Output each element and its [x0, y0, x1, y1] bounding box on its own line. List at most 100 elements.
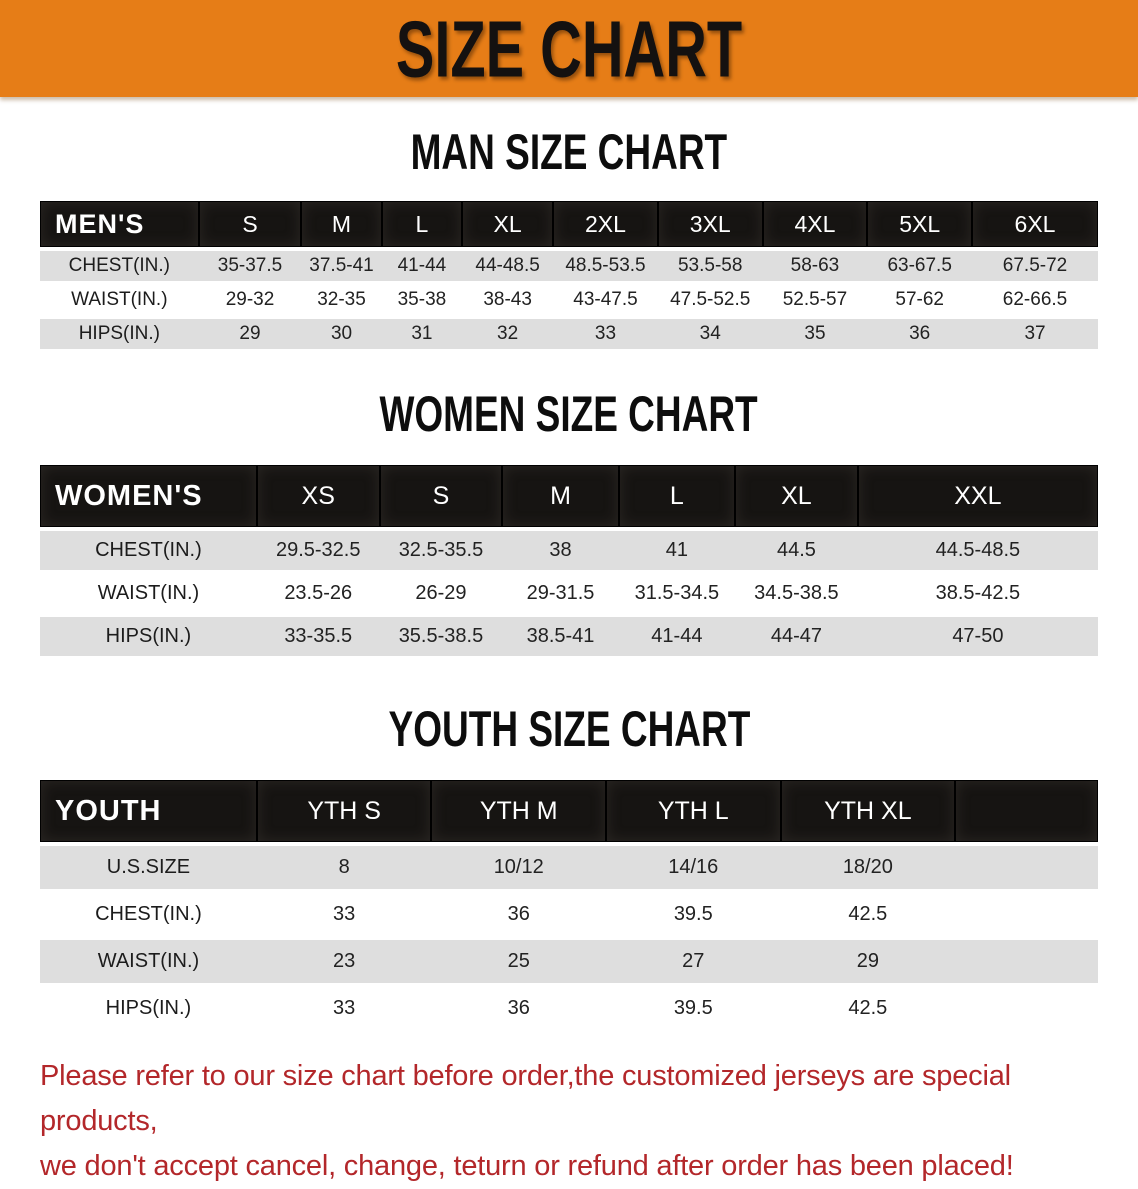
row-label: WAIST(IN.) — [40, 940, 257, 983]
table-row: HIPS(IN.) 29 30 31 32 33 34 35 36 37 — [40, 319, 1098, 349]
table-row: CHEST(IN.) 35-37.5 37.5-41 41-44 44-48.5 48.5… — [40, 251, 1098, 281]
cell-value: 23.5-26 — [256, 574, 380, 613]
cell-value: 41 — [618, 531, 736, 570]
cell-value: 29.5-32.5 — [256, 531, 380, 570]
table-header-label: YOUTH — [40, 780, 257, 842]
disclaimer-line-1: Please refer to our size chart before or… — [40, 1060, 1011, 1137]
cell-value: 29 — [198, 319, 302, 349]
cell-value: 29-32 — [198, 285, 302, 315]
table-row: CHEST(IN.) 29.5-32.5 32.5-35.5 38 41 44.5 44.5… — [40, 531, 1098, 570]
column-header: YTH M — [431, 780, 606, 842]
column-header: 3XL — [657, 201, 763, 247]
row-label: CHEST(IN.) — [40, 531, 257, 570]
column-header: XXL — [857, 465, 1098, 527]
cell-value: 63-67.5 — [867, 251, 973, 281]
cell-spacer — [955, 940, 1098, 983]
cell-value: 29-31.5 — [502, 574, 619, 613]
cell-value: 35 — [762, 319, 868, 349]
column-header: 6XL — [972, 201, 1098, 247]
column-header: XL — [735, 465, 858, 527]
table-row: WAIST(IN.) 23.5-26 26-29 29-31.5 31.5-34.5 34… — [40, 574, 1098, 613]
section-title-text: WOMEN SIZE CHART — [379, 386, 759, 442]
column-header: L — [381, 201, 463, 247]
cell-value: 53.5-58 — [657, 251, 763, 281]
size-tables-container: MAN SIZE CHART MEN'S S M L XL 2XL 3XL 4XL 5XL 6XL C… — [0, 127, 1138, 1034]
size-table-women: WOMEN'S XS S M L XL XXL CHEST(IN.) 29.5-32.5 32.5… — [40, 461, 1098, 660]
row-label: CHEST(IN.) — [40, 251, 199, 281]
table-header-label: MEN'S — [40, 201, 199, 247]
section-youth: YOUTH SIZE CHART YOUTH YTH S YTH M YTH L YTH … — [0, 704, 1138, 1034]
disclaimer-line-2: we don't accept cancel, change, teturn o… — [40, 1149, 1014, 1182]
table-row: WAIST(IN.) 29-32 32-35 35-38 38-43 43-47.5 47.… — [40, 285, 1098, 315]
table-row: U.S.SIZE 8 10/12 14/16 18/20 — [40, 846, 1098, 889]
cell-value: 32.5-35.5 — [379, 531, 503, 570]
column-header: 4XL — [762, 201, 868, 247]
banner-title: SIZE CHART — [395, 3, 743, 94]
cell-value: 29 — [780, 940, 956, 983]
cell-value: 18/20 — [780, 846, 956, 889]
cell-value: 35-38 — [381, 285, 463, 315]
cell-value: 33 — [553, 319, 658, 349]
table-header-row: MEN'S S M L XL 2XL 3XL 4XL 5XL 6XL — [40, 201, 1098, 247]
cell-value: 48.5-53.5 — [553, 251, 658, 281]
cell-value: 27 — [606, 940, 781, 983]
cell-value: 67.5-72 — [972, 251, 1098, 281]
cell-value: 41-44 — [618, 617, 736, 656]
cell-value: 37 — [972, 319, 1098, 349]
cell-value: 38.5-42.5 — [857, 574, 1098, 613]
section-title-men: MAN SIZE CHART — [0, 127, 1138, 177]
cell-value: 10/12 — [431, 846, 606, 889]
column-header: M — [502, 465, 619, 527]
table-header-label: WOMEN'S — [40, 465, 257, 527]
cell-value: 44.5-48.5 — [857, 531, 1098, 570]
cell-value: 44.5 — [735, 531, 858, 570]
cell-value: 34 — [657, 319, 763, 349]
row-label: HIPS(IN.) — [40, 319, 199, 349]
row-label: HIPS(IN.) — [40, 617, 257, 656]
row-label: U.S.SIZE — [40, 846, 257, 889]
table-header-row: WOMEN'S XS S M L XL XXL — [40, 465, 1098, 527]
cell-value: 44-47 — [735, 617, 858, 656]
cell-value: 34.5-38.5 — [735, 574, 858, 613]
cell-value: 33 — [256, 987, 432, 1030]
cell-value: 14/16 — [606, 846, 781, 889]
cell-spacer — [955, 893, 1098, 936]
cell-value: 43-47.5 — [553, 285, 658, 315]
column-header-spacer — [955, 780, 1098, 842]
section-title-youth: YOUTH SIZE CHART — [0, 704, 1138, 754]
column-header: 5XL — [867, 201, 973, 247]
column-header: YTH S — [256, 780, 432, 842]
column-header: YTH XL — [780, 780, 956, 842]
table-row: HIPS(IN.) 33-35.5 35.5-38.5 38.5-41 41-44 44-… — [40, 617, 1098, 656]
cell-value: 37.5-41 — [301, 251, 382, 281]
cell-value: 62-66.5 — [972, 285, 1098, 315]
column-header: S — [198, 201, 302, 247]
disclaimer-text: Please refer to our size chart before or… — [40, 1054, 1098, 1189]
cell-value: 58-63 — [762, 251, 868, 281]
cell-value: 47.5-52.5 — [657, 285, 763, 315]
table-header-row: YOUTH YTH S YTH M YTH L YTH XL — [40, 780, 1098, 842]
section-title-women: WOMEN SIZE CHART — [0, 389, 1138, 439]
cell-value: 42.5 — [780, 987, 956, 1030]
row-label: WAIST(IN.) — [40, 285, 199, 315]
cell-value: 32 — [462, 319, 554, 349]
cell-spacer — [955, 987, 1098, 1030]
cell-value: 23 — [256, 940, 432, 983]
cell-value: 38 — [502, 531, 619, 570]
section-women: WOMEN SIZE CHART WOMEN'S XS S M L XL XXL CHEST(I… — [0, 389, 1138, 660]
cell-value: 35.5-38.5 — [379, 617, 503, 656]
column-header: YTH L — [606, 780, 781, 842]
cell-value: 8 — [256, 846, 432, 889]
cell-spacer — [955, 846, 1098, 889]
cell-value: 31 — [381, 319, 463, 349]
cell-value: 47-50 — [857, 617, 1098, 656]
size-table-men: MEN'S S M L XL 2XL 3XL 4XL 5XL 6XL CHEST(IN.) 35-37… — [40, 197, 1098, 353]
column-header: L — [618, 465, 736, 527]
table-row: WAIST(IN.) 23 25 27 29 — [40, 940, 1098, 983]
cell-value: 33-35.5 — [256, 617, 380, 656]
column-header: M — [301, 201, 382, 247]
cell-value: 26-29 — [379, 574, 503, 613]
cell-value: 44-48.5 — [462, 251, 554, 281]
table-row: HIPS(IN.) 33 36 39.5 42.5 — [40, 987, 1098, 1030]
column-header: S — [379, 465, 503, 527]
